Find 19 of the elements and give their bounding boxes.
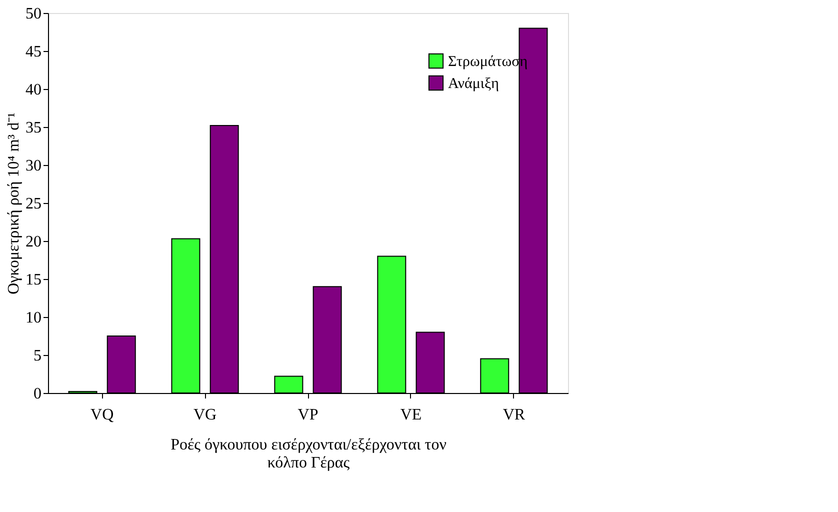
x-tick-label: VE <box>400 406 422 424</box>
y-tick-label: 20 <box>26 234 42 250</box>
legend-label: Ανάμιξη <box>448 76 500 92</box>
y-tick-label: 40 <box>26 82 42 98</box>
x-tick-label: VP <box>298 406 318 424</box>
y-tick-label: 50 <box>26 6 42 22</box>
x-axis-title: Ροές όγκουπου εισέρχονται/εξέρχονται τον κόλπο Γέρας <box>170 436 446 472</box>
y-tick-label: 30 <box>26 158 42 174</box>
x-tick-label: VR <box>502 406 526 424</box>
y-axis-title: Ογκομετρική ροή 10⁴ m³ d⁻¹ <box>6 112 22 294</box>
y-tick-label: 45 <box>26 44 42 60</box>
y-tick-label: 15 <box>26 272 42 288</box>
y-tick-label: 35 <box>26 120 42 136</box>
x-tick-label: VQ <box>90 406 114 424</box>
x-tick-label: VG <box>193 406 218 424</box>
y-tick-label: 0 <box>34 386 42 402</box>
y-tick-label: 5 <box>34 348 42 364</box>
y-tick-label: 10 <box>26 310 42 326</box>
y-tick-label: 25 <box>26 196 42 212</box>
